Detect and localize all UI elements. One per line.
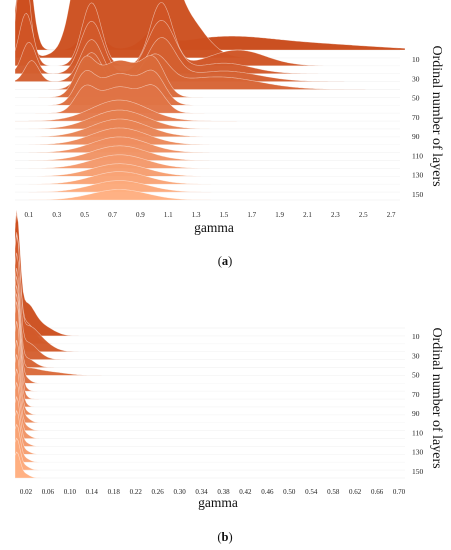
x-tick-label: 0.3 [52, 211, 61, 219]
y-tick-label: 130 [412, 171, 424, 180]
x-tick-label: 0.1 [25, 211, 34, 219]
y-tick-label: 150 [412, 467, 424, 476]
y-tick-label: 10 [412, 55, 420, 64]
y-tick-label: 50 [412, 94, 420, 103]
x-tick-label: 0.18 [108, 488, 121, 496]
y-tick-label: 130 [412, 448, 424, 457]
x-axis-label-a: gamma [194, 220, 234, 235]
ridge-layer-5 [14, 252, 410, 360]
x-tick-label: 0.62 [349, 488, 362, 496]
ridge-layer-18 [14, 423, 410, 463]
y-tick-label: 30 [412, 351, 420, 360]
caption-a-letter: a [222, 254, 229, 268]
x-tick-label: 0.70 [393, 488, 406, 496]
ridge-layer-6 [14, 268, 410, 368]
x-tick-label: 0.42 [239, 488, 252, 496]
x-tick-label: 1.7 [247, 211, 256, 219]
y-tick-label: 90 [412, 409, 420, 418]
y-tick-label: 10 [412, 332, 420, 341]
panel-a: 0.1 0.3 0.5 0.7 0.9 1.1 1.3 1.5 1.7 1.9 2.1 2.3 2.5 2… [14, 0, 444, 268]
ridge-layer-16 [14, 395, 410, 447]
ridge-layer-13 [14, 354, 410, 423]
y-tick-label: 70 [412, 390, 420, 399]
x-tick-label: 0.06 [42, 488, 55, 496]
x-tick-label: 0.58 [327, 488, 340, 496]
ridgeline-series-b [14, 209, 410, 479]
x-tick-label: 1.3 [192, 211, 201, 219]
ridge-layer-7 [14, 276, 410, 376]
y-tick-labels-b: 10 30 50 70 90 110 130 150 [412, 332, 424, 476]
x-tick-label: 0.5 [80, 211, 89, 219]
ridge-layer-8 [14, 285, 410, 384]
ridge-layer-9 [14, 293, 410, 392]
y-tick-label: 70 [412, 113, 420, 122]
x-tick-label: 1.1 [164, 211, 173, 219]
caption-b: (b) [217, 530, 232, 544]
x-tick-label: 0.02 [20, 488, 33, 496]
ridge-layer-14 [14, 368, 410, 431]
y-tick-label: 110 [412, 151, 423, 160]
x-tick-label: 0.34 [195, 488, 208, 496]
ridge-layer-4 [14, 234, 410, 352]
y-tick-label: 110 [412, 428, 423, 437]
ridge-layer-11 [14, 321, 410, 408]
y-tick-label: 50 [412, 371, 420, 380]
panel-b: 0.02 0.06 0.10 0.14 0.18 0.22 0.26 0.30 0.34 0.38… [14, 209, 444, 544]
x-tick-labels-a: 0.1 0.3 0.5 0.7 0.9 1.1 1.3 1.5 1.7 1.9 2.1 2.3 2.5 2… [25, 211, 396, 219]
x-tick-label: 0.38 [217, 488, 230, 496]
x-tick-label: 0.54 [305, 488, 318, 496]
y-axis-label-a: Ordinal number of layers [429, 45, 444, 186]
x-tick-label: 2.7 [387, 211, 396, 219]
ridge-layer-17 [14, 409, 410, 455]
caption-b-close: ) [228, 530, 232, 544]
ridge-layer-2 [14, 213, 410, 337]
y-tick-labels-a: 10 30 50 70 90 110 130 150 [412, 55, 424, 199]
x-tick-label: 1.9 [275, 211, 284, 219]
ridge-layer-19 [14, 437, 410, 471]
y-tick-label: 30 [412, 74, 420, 83]
x-tick-label: 2.3 [331, 211, 340, 219]
ridge-layer-1 [14, 209, 410, 329]
x-tick-label: 0.22 [130, 488, 143, 496]
y-axis-label-b: Ordinal number of layers [429, 327, 444, 468]
x-tick-labels-b: 0.02 0.06 0.10 0.14 0.18 0.22 0.26 0.30 0.34 0.38… [20, 488, 406, 496]
x-tick-label: 0.66 [371, 488, 384, 496]
ridge-layer-20 [15, 189, 405, 201]
ridge-layer-15 [14, 381, 410, 439]
ridge-layer-19 [15, 180, 405, 193]
ridgeline-series-a [14, 0, 406, 201]
x-tick-label: 1.5 [220, 211, 229, 219]
ridge-layer-2 [14, 0, 405, 59]
y-tick-label: 90 [412, 132, 420, 141]
x-axis-label-b: gamma [198, 495, 238, 510]
ridge-layer-10 [14, 301, 410, 400]
ridge-layer-20 [14, 451, 410, 479]
x-tick-label: 0.26 [152, 488, 165, 496]
y-tick-label: 150 [412, 190, 424, 199]
ridge-layer-12 [14, 340, 410, 416]
caption-b-open: ( [217, 530, 221, 544]
ridge-layer-15 [15, 145, 405, 161]
x-tick-label: 0.9 [136, 211, 145, 219]
caption-a-open: ( [218, 254, 222, 268]
x-tick-label: 0.30 [173, 488, 186, 496]
x-tick-label: 0.50 [283, 488, 296, 496]
ridge-layer-3 [14, 232, 410, 345]
caption-a: (a) [218, 254, 233, 268]
x-tick-label: 0.46 [261, 488, 274, 496]
caption-b-letter: b [222, 530, 229, 544]
x-tick-label: 0.14 [86, 488, 99, 496]
x-tick-label: 0.10 [64, 488, 77, 496]
x-tick-label: 2.1 [303, 211, 312, 219]
x-tick-label: 2.5 [359, 211, 368, 219]
caption-a-close: ) [228, 254, 232, 268]
x-tick-label: 0.7 [108, 211, 117, 219]
